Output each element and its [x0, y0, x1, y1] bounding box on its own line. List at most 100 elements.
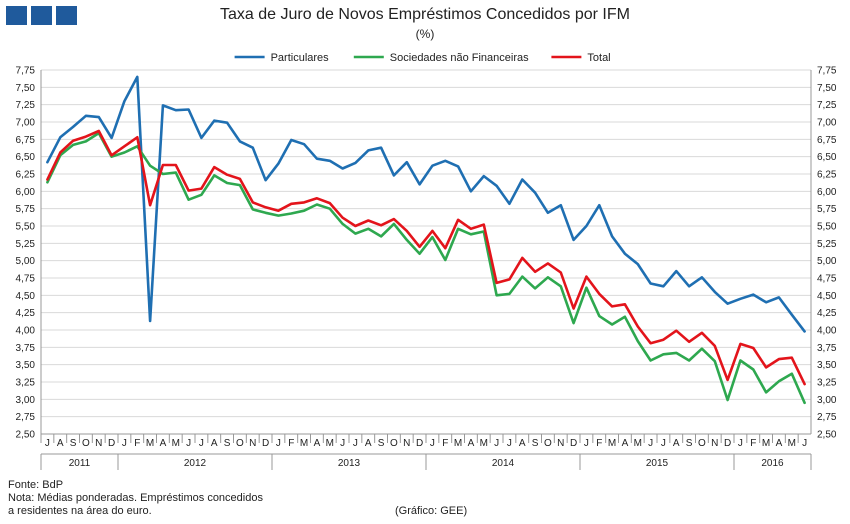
x-tick-label: O — [390, 438, 398, 449]
y-tick-label-left: 7,75 — [16, 66, 36, 77]
logo-block — [31, 6, 52, 25]
y-tick-label-left: 7,00 — [16, 118, 36, 129]
x-tick-label: M — [480, 438, 488, 449]
y-tick-label-right: 3,50 — [817, 360, 837, 371]
x-tick-label: M — [762, 438, 770, 449]
y-tick-label-left: 7,50 — [16, 83, 36, 94]
x-tick-label: D — [570, 438, 577, 449]
x-tick-label: O — [82, 438, 90, 449]
x-tick-label: N — [557, 438, 564, 449]
chart-subtitle: (%) — [415, 27, 435, 41]
x-tick-label: M — [454, 438, 462, 449]
x-tick-label: N — [95, 438, 102, 449]
y-tick-label-left: 4,75 — [16, 274, 36, 285]
note-text-line-2: a residentes na área do euro. — [8, 505, 152, 517]
x-tick-label: D — [724, 438, 731, 449]
y-tick-label-right: 2,75 — [817, 412, 837, 423]
year-label: 2014 — [492, 458, 515, 469]
x-tick-label: F — [750, 438, 756, 449]
x-tick-label: A — [519, 438, 526, 449]
x-tick-label: J — [507, 438, 512, 449]
y-tick-label-left: 6,00 — [16, 187, 36, 198]
y-tick-label-right: 5,00 — [817, 256, 837, 267]
y-tick-label-right: 5,50 — [817, 222, 837, 233]
legend-label: Total — [587, 52, 610, 64]
y-tick-label-left: 3,50 — [16, 360, 36, 371]
source-text: Fonte: BdP — [8, 479, 64, 491]
x-tick-label: O — [236, 438, 244, 449]
x-tick-label: J — [45, 438, 50, 449]
x-tick-label: A — [776, 438, 783, 449]
x-tick-label: O — [544, 438, 552, 449]
y-tick-label-right: 4,25 — [817, 308, 837, 319]
x-tick-label: A — [57, 438, 64, 449]
y-tick-label-right: 7,75 — [817, 66, 837, 77]
x-tick-label: F — [134, 438, 140, 449]
x-tick-label: N — [249, 438, 256, 449]
y-tick-label-right: 4,00 — [817, 326, 837, 337]
y-tick-label-right: 7,00 — [817, 118, 837, 129]
x-tick-label: J — [276, 438, 281, 449]
y-tick-label-left: 3,00 — [16, 395, 36, 406]
x-tick-label: A — [314, 438, 321, 449]
x-tick-label: M — [634, 438, 642, 449]
y-tick-label-left: 3,25 — [16, 378, 36, 389]
series-line-particulares — [46, 75, 806, 333]
x-tick-label: F — [596, 438, 602, 449]
year-label: 2012 — [184, 458, 207, 469]
year-label: 2013 — [338, 458, 361, 469]
x-tick-label: D — [108, 438, 115, 449]
y-tick-label-left: 6,25 — [16, 170, 36, 181]
legend-label: Sociedades não Financeiras — [390, 52, 529, 64]
x-tick-label: A — [365, 438, 372, 449]
y-tick-label-left: 6,50 — [16, 152, 36, 163]
chart-credit: (Gráfico: GEE) — [395, 505, 468, 517]
y-tick-label-right: 4,50 — [817, 291, 837, 302]
x-tick-label: M — [788, 438, 796, 449]
x-tick-label: A — [160, 438, 167, 449]
x-tick-label: M — [172, 438, 180, 449]
y-tick-label-right: 5,25 — [817, 239, 837, 250]
x-tick-label: N — [711, 438, 718, 449]
x-tick-label: J — [353, 438, 358, 449]
y-tick-label-right: 3,00 — [817, 395, 837, 406]
y-tick-label-right: 5,75 — [817, 204, 837, 215]
y-tick-label-right: 2,50 — [817, 430, 837, 441]
x-tick-label: J — [186, 438, 191, 449]
footer-notes: Fonte: BdP Nota: Médias ponderadas. Empr… — [8, 479, 263, 518]
x-tick-label: J — [122, 438, 127, 449]
x-tick-label: M — [608, 438, 616, 449]
y-tick-label-right: 6,00 — [817, 187, 837, 198]
legend-label: Particulares — [271, 52, 330, 64]
logo-block — [56, 6, 77, 25]
note-text-line-1: Nota: Médias ponderadas. Empréstimos con… — [8, 492, 263, 504]
series-line-sociedades-n-o-financeiras — [46, 131, 806, 405]
y-tick-label-right: 6,50 — [817, 152, 837, 163]
x-tick-label: J — [199, 438, 204, 449]
y-tick-label-left: 2,75 — [16, 412, 36, 423]
y-tick-label-left: 5,50 — [16, 222, 36, 233]
y-tick-label-right: 7,25 — [817, 100, 837, 111]
x-tick-label: S — [532, 438, 539, 449]
series-line-total — [46, 129, 806, 386]
y-tick-label-right: 7,50 — [817, 83, 837, 94]
y-tick-label-right: 6,75 — [817, 135, 837, 146]
x-tick-label: S — [378, 438, 385, 449]
year-label: 2011 — [69, 458, 91, 469]
x-tick-label: M — [300, 438, 308, 449]
chart-title: Taxa de Juro de Novos Empréstimos Conced… — [220, 6, 630, 23]
x-tick-label: M — [146, 438, 154, 449]
y-tick-label-left: 4,00 — [16, 326, 36, 337]
y-tick-label-right: 6,25 — [817, 170, 837, 181]
x-tick-label: S — [70, 438, 77, 449]
y-tick-label-left: 2,50 — [16, 430, 36, 441]
x-tick-label: J — [648, 438, 653, 449]
x-tick-label: A — [673, 438, 680, 449]
x-tick-label: J — [430, 438, 435, 449]
x-tick-label: J — [802, 438, 807, 449]
logo-block — [6, 6, 27, 25]
year-label: 2016 — [761, 458, 784, 469]
y-tick-label-left: 4,50 — [16, 291, 36, 302]
x-tick-label: J — [584, 438, 589, 449]
x-tick-label: F — [288, 438, 294, 449]
